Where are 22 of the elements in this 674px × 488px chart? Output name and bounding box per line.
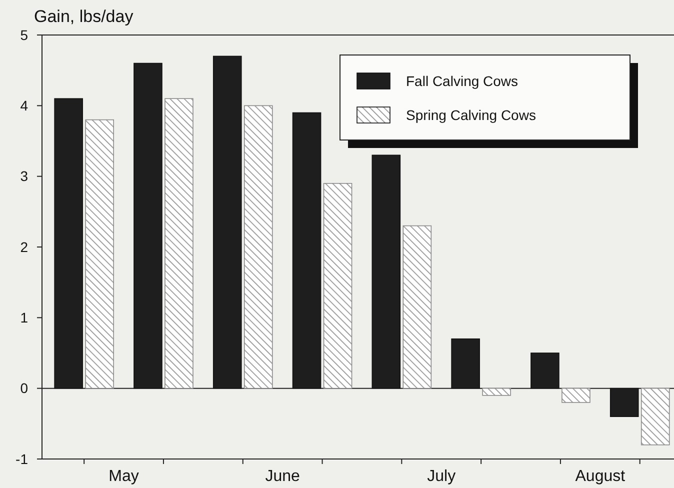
- x-tick-label: May: [108, 468, 139, 485]
- y-tick-label: 1: [20, 310, 28, 326]
- bar: [640, 388, 670, 446]
- x-tick-label: August: [575, 468, 626, 485]
- y-tick-label: 0: [20, 380, 28, 396]
- legend-label: Fall Calving Cows: [406, 72, 518, 89]
- y-axis-title: Gain, lbs/day: [34, 7, 134, 26]
- bar: [164, 98, 194, 389]
- y-tick-label: 2: [20, 238, 28, 255]
- legend-label: Spring Calving Cows: [406, 106, 536, 123]
- bar: [562, 388, 590, 403]
- y-tick-label: -1: [16, 450, 28, 467]
- x-tick-label: June: [265, 468, 300, 485]
- y-tick-label: 5: [20, 26, 28, 43]
- bar: [85, 119, 114, 389]
- x-tick-label: July: [427, 468, 456, 485]
- y-tick-label: 3: [20, 168, 28, 184]
- bar: [482, 388, 511, 396]
- bar: [244, 105, 273, 389]
- bar: [323, 183, 352, 389]
- y-tick-label: 4: [20, 98, 28, 114]
- bar: [402, 225, 432, 389]
